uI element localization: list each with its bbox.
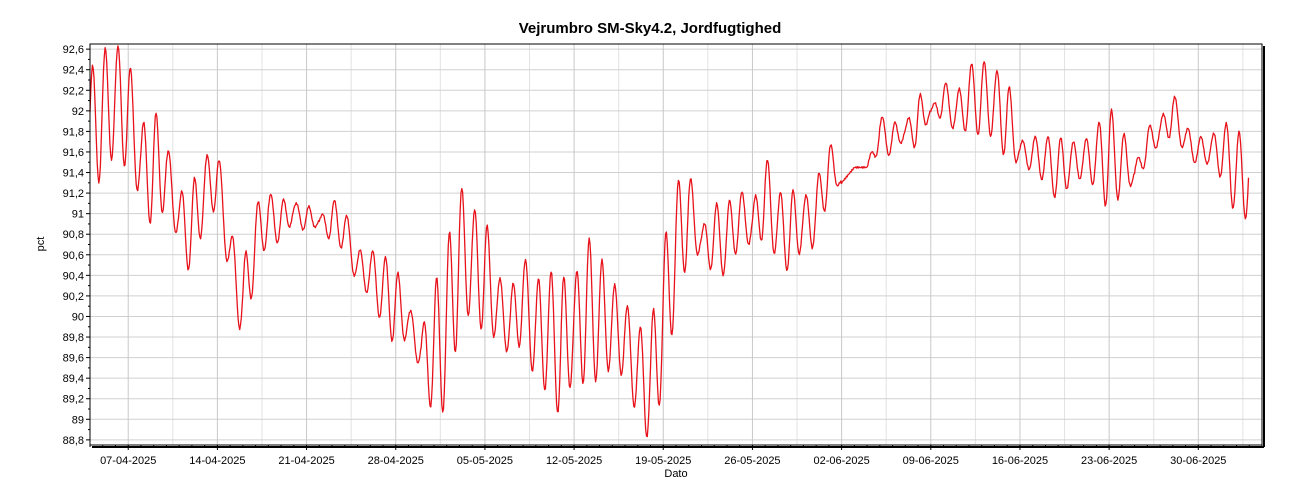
y-tick-label: 89,6: [63, 353, 84, 365]
y-tick-label: 88,8: [63, 435, 84, 447]
x-axis-label: Dato: [664, 468, 687, 480]
y-tick-label: 89: [72, 414, 84, 426]
x-tick-label: 21-04-2025: [278, 455, 334, 467]
x-tick-label: 02-06-2025: [813, 455, 869, 467]
y-tick-label: 91,8: [63, 126, 84, 138]
y-tick-label: 90,6: [63, 250, 84, 262]
y-tick-label: 90: [72, 311, 84, 323]
y-tick-label: 90,4: [63, 270, 84, 282]
x-tick-label: 09-06-2025: [903, 455, 959, 467]
y-tick-label: 91,2: [63, 188, 84, 200]
y-tick-label: 90,2: [63, 291, 84, 303]
y-tick-label: 89,4: [63, 373, 84, 385]
x-tick-label: 05-05-2025: [457, 455, 513, 467]
x-tick-label: 14-04-2025: [189, 455, 245, 467]
x-tick-label: 12-05-2025: [546, 455, 602, 467]
x-tick-label: 26-05-2025: [724, 455, 780, 467]
plot-frame: [89, 43, 1263, 446]
y-tick-label: 91,6: [63, 147, 84, 159]
x-tick-label: 28-04-2025: [368, 455, 424, 467]
y-tick-label: 91: [72, 209, 84, 221]
y-tick-label: 89,8: [63, 332, 84, 344]
series-line: [89, 45, 1250, 438]
x-tick-label: 07-04-2025: [100, 455, 156, 467]
x-axis-ticks: 07-04-2025 14-04-2025 21-04-2025 28-04-2025…: [89, 445, 1263, 467]
x-tick-label: 23-06-2025: [1081, 455, 1137, 467]
x-tick-label: 30-06-2025: [1170, 455, 1226, 467]
y-tick-label: 91,4: [63, 168, 84, 180]
y-tick-label: 92,4: [63, 65, 84, 77]
y-tick-label: 92: [72, 106, 84, 118]
y-axis-label: pct: [35, 237, 47, 252]
x-tick-label: 16-06-2025: [992, 455, 1048, 467]
chart-title: Vejrumbro SM-Sky4.2, Jordfugtighed: [518, 20, 782, 37]
y-axis-ticks: 88,8 89 89,2 89,4 89,6 89,8 90 90,2 90,4 90,6 90,8…: [63, 44, 90, 447]
series-layer: [89, 45, 1250, 438]
y-tick-label: 90,8: [63, 229, 84, 241]
y-tick-label: 92,6: [63, 44, 84, 56]
x-tick-label: 19-05-2025: [635, 455, 691, 467]
y-tick-label: 89,2: [63, 394, 84, 406]
y-tick-label: 92,2: [63, 85, 84, 97]
